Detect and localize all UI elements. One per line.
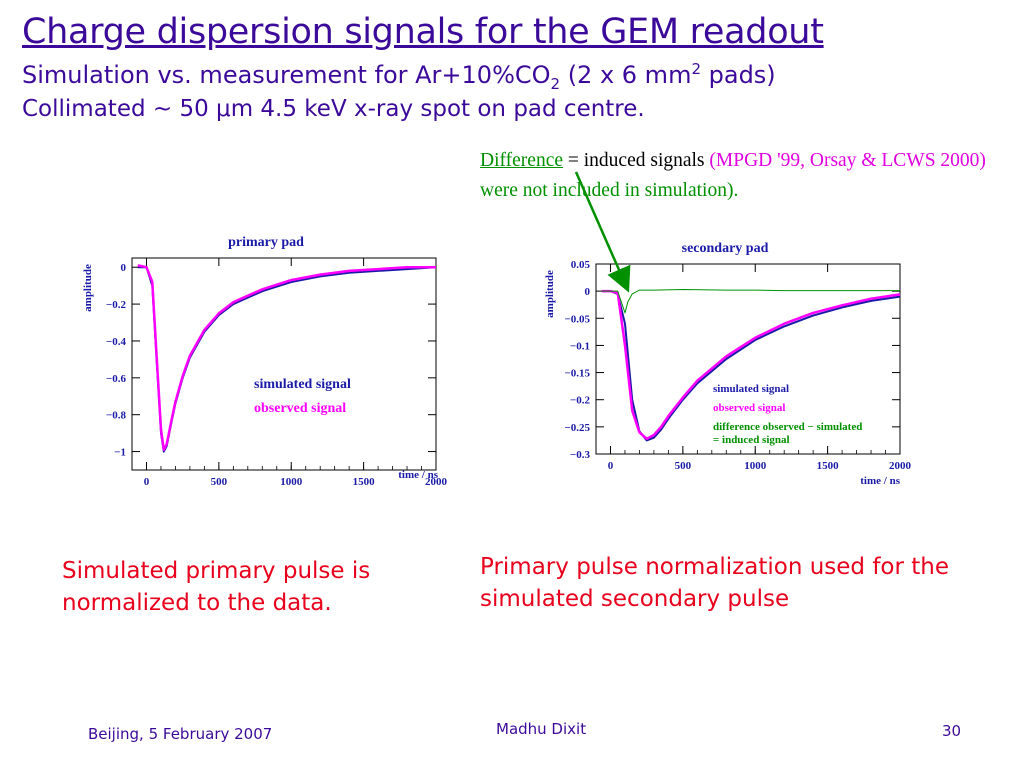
slide-title: Charge dispersion signals for the GEM re… <box>22 12 824 52</box>
simulated-signal-line <box>137 266 437 453</box>
footer-author: Madhu Dixit <box>496 720 587 738</box>
caption-right: Primary pulse normalization used for the… <box>480 554 950 612</box>
legend-simulated: simulated signal <box>254 377 351 392</box>
x-tick-label: 0 <box>608 460 614 472</box>
difference-note: Difference = induced signals (MPGD '99, … <box>480 150 986 201</box>
chart-title: primary pad <box>228 235 304 250</box>
y-tick-label: −0.8 <box>106 410 127 422</box>
observed-signal-line <box>601 289 901 441</box>
y-tick-label: −1 <box>114 447 126 459</box>
legend-observed: observed signal <box>254 401 346 416</box>
y-tick-label: −0.05 <box>564 313 590 325</box>
x-tick-label: 1000 <box>744 460 767 472</box>
y-tick-label: −0.2 <box>570 395 591 407</box>
x-tick-label: 1500 <box>817 460 840 472</box>
reference-text: (MPGD '99, Orsay & LCWS 2000) <box>709 150 986 171</box>
plot-frame <box>131 257 437 471</box>
y-tick-label: 0 <box>585 286 591 298</box>
y-tick-label: −0.1 <box>570 340 590 352</box>
chart-title: secondary pad <box>682 241 769 256</box>
primary-pad-chart: 0 500 1000 1500 2000 0 −0.2 −0.4 −0.6 −0.8 −1 prim… <box>82 235 448 488</box>
y-tick-label: −0.4 <box>106 336 127 348</box>
y-tick-label: −0.6 <box>106 373 127 385</box>
footer-date: Beijing, 5 February 2007 <box>88 725 273 743</box>
page-number: 30 <box>942 722 962 740</box>
observed-signal-line <box>137 264 436 451</box>
difference-word: Difference <box>480 150 563 171</box>
y-tick-label: −0.15 <box>564 368 590 380</box>
legend-induced: = induced signal <box>713 434 790 446</box>
y-axis-label: amplitude <box>544 270 556 318</box>
x-tick-label: 2000 <box>889 460 912 472</box>
x-axis-label: time / ns <box>398 469 438 481</box>
caption-left: Simulated primary pulse is normalized to… <box>62 558 371 616</box>
legend-difference: difference observed − simulated <box>713 421 862 433</box>
difference-line <box>601 289 900 314</box>
x-tick-label: 1000 <box>280 476 303 488</box>
y-axis-label: amplitude <box>82 264 94 312</box>
legend-simulated: simulated signal <box>713 383 789 395</box>
x-tick-label: 2000 <box>425 476 448 488</box>
x-tick-label: 500 <box>211 476 228 488</box>
x-tick-label: 0 <box>144 476 150 488</box>
x-axis-label: time / ns <box>860 475 900 487</box>
x-tick-label: 1500 <box>353 476 376 488</box>
y-tick-label: 0.05 <box>571 259 591 271</box>
x-tick-label: 500 <box>675 460 692 472</box>
simulated-signal-line <box>601 290 901 442</box>
legend-observed: observed signal <box>713 402 785 414</box>
y-tick-label: −0.3 <box>570 449 591 461</box>
y-tick-label: 0 <box>121 262 127 274</box>
secondary-pad-chart: 0 500 1000 1500 2000 0.05 0 −0.05 −0.1 −0.15 −0.2 −… <box>544 241 912 487</box>
y-tick-label: −0.25 <box>564 422 590 434</box>
slide-subtitle: Simulation vs. measurement for Ar+10%CO2… <box>22 60 776 93</box>
plot-frame <box>595 263 901 455</box>
y-tick-label: −0.2 <box>106 299 127 311</box>
slide-subheading: Collimated ~ 50 μm 4.5 keV x-ray spot on… <box>22 96 645 122</box>
